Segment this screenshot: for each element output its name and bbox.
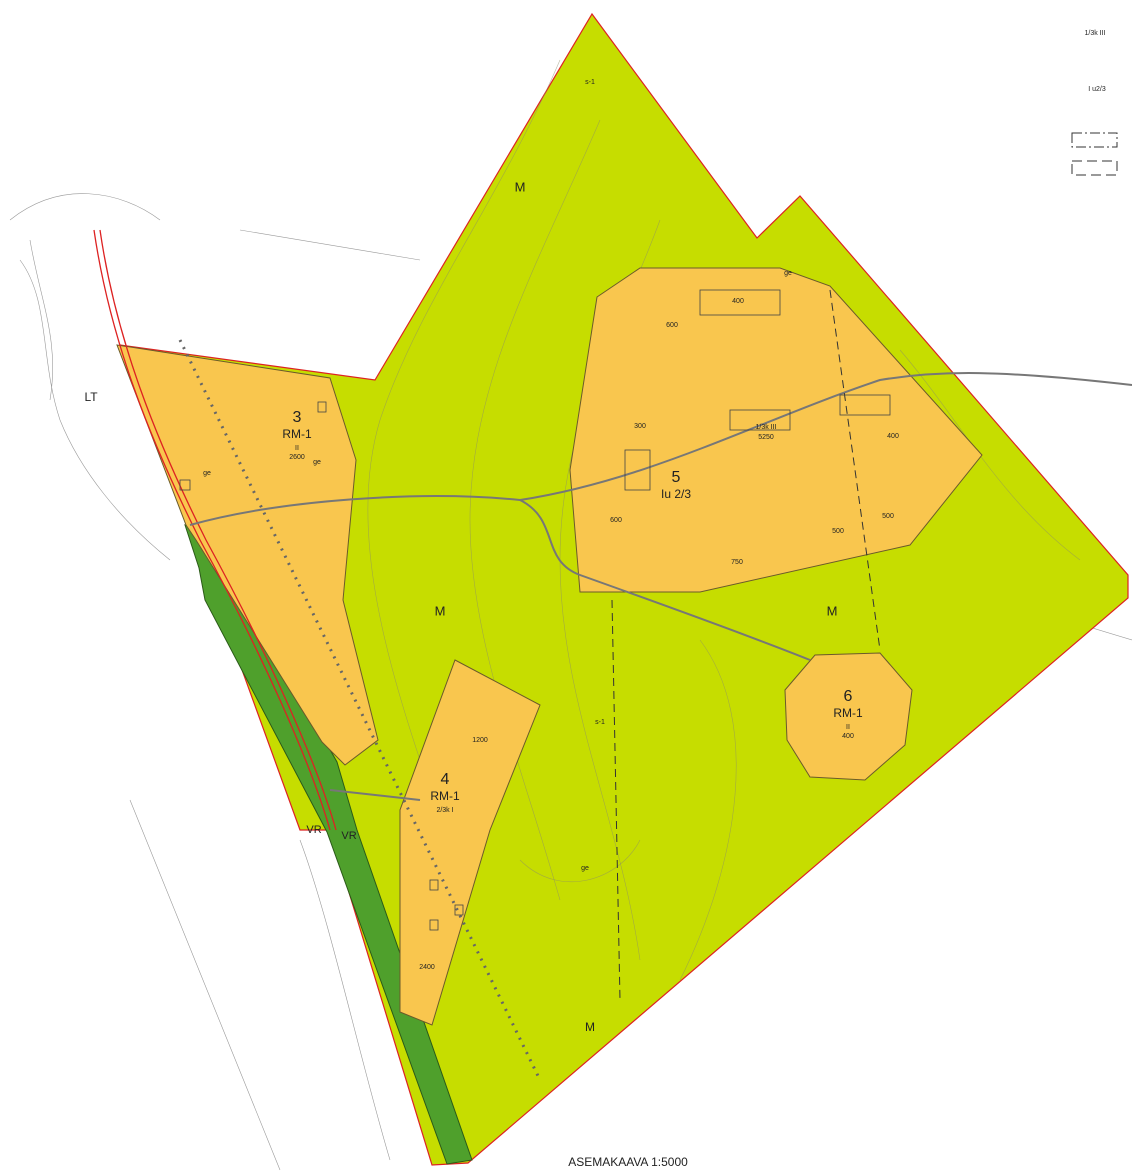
area-label: M [435,603,446,618]
area-label: ge [203,470,211,477]
block-code: RM-1 [833,706,863,720]
lot-label: 600 [610,517,622,524]
block-number: 6 [844,688,853,705]
lot-label: 500 [882,513,894,520]
legend-label: I u2/3 [1088,86,1106,93]
zone-6 [784,652,913,781]
lot-label: 750 [731,559,743,566]
area-label: ge [581,865,589,872]
lot-label: 400 [732,298,744,305]
area-label: M [585,1020,595,1034]
area-label: s-1 [595,719,605,726]
lot-label: 1/3k III [755,424,776,431]
area-label: ge [784,270,792,277]
block-code: Iu 2/3 [661,487,691,501]
lot-label: 300 [634,423,646,430]
block-area: 400 [842,733,854,740]
block-number: 5 [672,469,681,486]
block-area: 1200 [472,737,488,744]
lot-label: 600 [666,322,678,329]
block-floors: II [846,724,850,731]
zone-3 [116,344,379,766]
block-code: RM-1 [430,789,460,803]
roads [93,229,1132,1081]
area-label: ge [313,459,321,466]
block-area: 2600 [289,454,305,461]
block-floors: 2/3k I [436,807,453,814]
area-label: s-1 [585,79,595,86]
area-label: LT [84,390,98,404]
block-floors: II [295,445,299,452]
lot-label: 500 [832,528,844,535]
zone-4 [399,659,541,1026]
area-label: VR [306,824,321,836]
area-label: M [515,179,526,194]
lot-label: 2400 [419,964,435,971]
area-label: M [827,603,838,618]
area-label: VR [341,830,356,842]
legend-label: 1/3k III [1084,30,1105,37]
lot-label: 400 [887,433,899,440]
block-number: 4 [441,771,450,788]
legend-symbols [1071,132,1118,176]
map-title: ASEMAKAAVA 1:5000 [568,1155,688,1169]
lot-label: 5250 [758,434,774,441]
block-number: 3 [293,409,302,426]
block-code: RM-1 [282,427,312,441]
buildings [179,289,891,931]
